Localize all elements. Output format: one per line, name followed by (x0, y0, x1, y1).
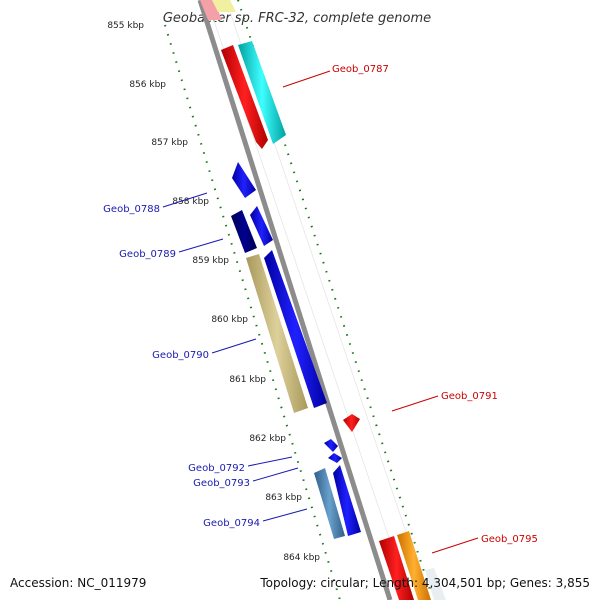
gene-geob-0790-b[interactable] (264, 250, 327, 408)
leader-line (252, 467, 299, 482)
gene-geob-0787-cyan[interactable] (238, 41, 286, 144)
tick-label: 864 kbp (283, 553, 320, 563)
tick-label: 863 kbp (265, 493, 302, 503)
gene-geob-0790[interactable] (246, 254, 308, 413)
tick-label: 857 kbp (151, 138, 188, 148)
map-title: Geobacter sp. FRC-32, complete genome (163, 11, 431, 26)
gene-geob-0794[interactable] (314, 468, 345, 539)
gene-geob-0791[interactable] (343, 414, 360, 432)
gene-partial-bottom[interactable] (425, 568, 446, 600)
gene-label-geob-0787[interactable]: Geob_0787 (332, 64, 389, 75)
gene-geob-0794-b[interactable] (333, 465, 361, 536)
gene-label-geob-0793[interactable]: Geob_0793 (193, 478, 250, 489)
gene-geob-0795[interactable] (379, 536, 414, 600)
leader-line (178, 238, 224, 253)
tick-label: 861 kbp (229, 375, 266, 385)
leader-line (162, 192, 208, 208)
topology-text: Topology: circular; Length: 4,304,501 bp… (260, 576, 590, 590)
tick-label: 858 kbp (172, 197, 209, 207)
gene-geob-0789[interactable] (231, 210, 257, 253)
gene-label-geob-0792[interactable]: Geob_0792 (188, 463, 245, 474)
genome-backbone (197, 0, 393, 600)
gene-geob-0789-b[interactable] (250, 206, 273, 246)
gene-label-geob-0794[interactable]: Geob_0794 (203, 518, 260, 529)
leader-line (431, 537, 479, 554)
leader-line (262, 508, 308, 522)
leader-line (211, 338, 257, 354)
accession-text: Accession: NC_011979 (10, 576, 147, 590)
gene-geob-0793[interactable] (328, 453, 342, 463)
leader-line (247, 456, 293, 467)
tick-label: 860 kbp (211, 315, 248, 325)
gene-geob-0795-b[interactable] (397, 531, 431, 600)
tick-label: 856 kbp (129, 80, 166, 90)
gene-label-geob-0791[interactable]: Geob_0791 (441, 391, 498, 402)
tick-label: 855 kbp (107, 21, 144, 31)
gene-label-geob-0790[interactable]: Geob_0790 (152, 350, 209, 361)
gene-geob-0787[interactable] (221, 45, 268, 149)
gene-label-geob-0788[interactable]: Geob_0788 (103, 204, 160, 215)
tick-label: 862 kbp (249, 434, 286, 444)
gene-label-geob-0789[interactable]: Geob_0789 (119, 249, 176, 260)
gene-geob-0792[interactable] (324, 439, 338, 452)
gene-partial-top[interactable] (200, 0, 222, 20)
leader-line (282, 70, 331, 88)
tick-label: 859 kbp (192, 256, 229, 266)
gene-geob-0788[interactable] (232, 162, 256, 198)
leader-line (391, 395, 439, 412)
gene-label-geob-0795[interactable]: Geob_0795 (481, 534, 538, 545)
gene-partial-top[interactable] (212, 0, 236, 12)
